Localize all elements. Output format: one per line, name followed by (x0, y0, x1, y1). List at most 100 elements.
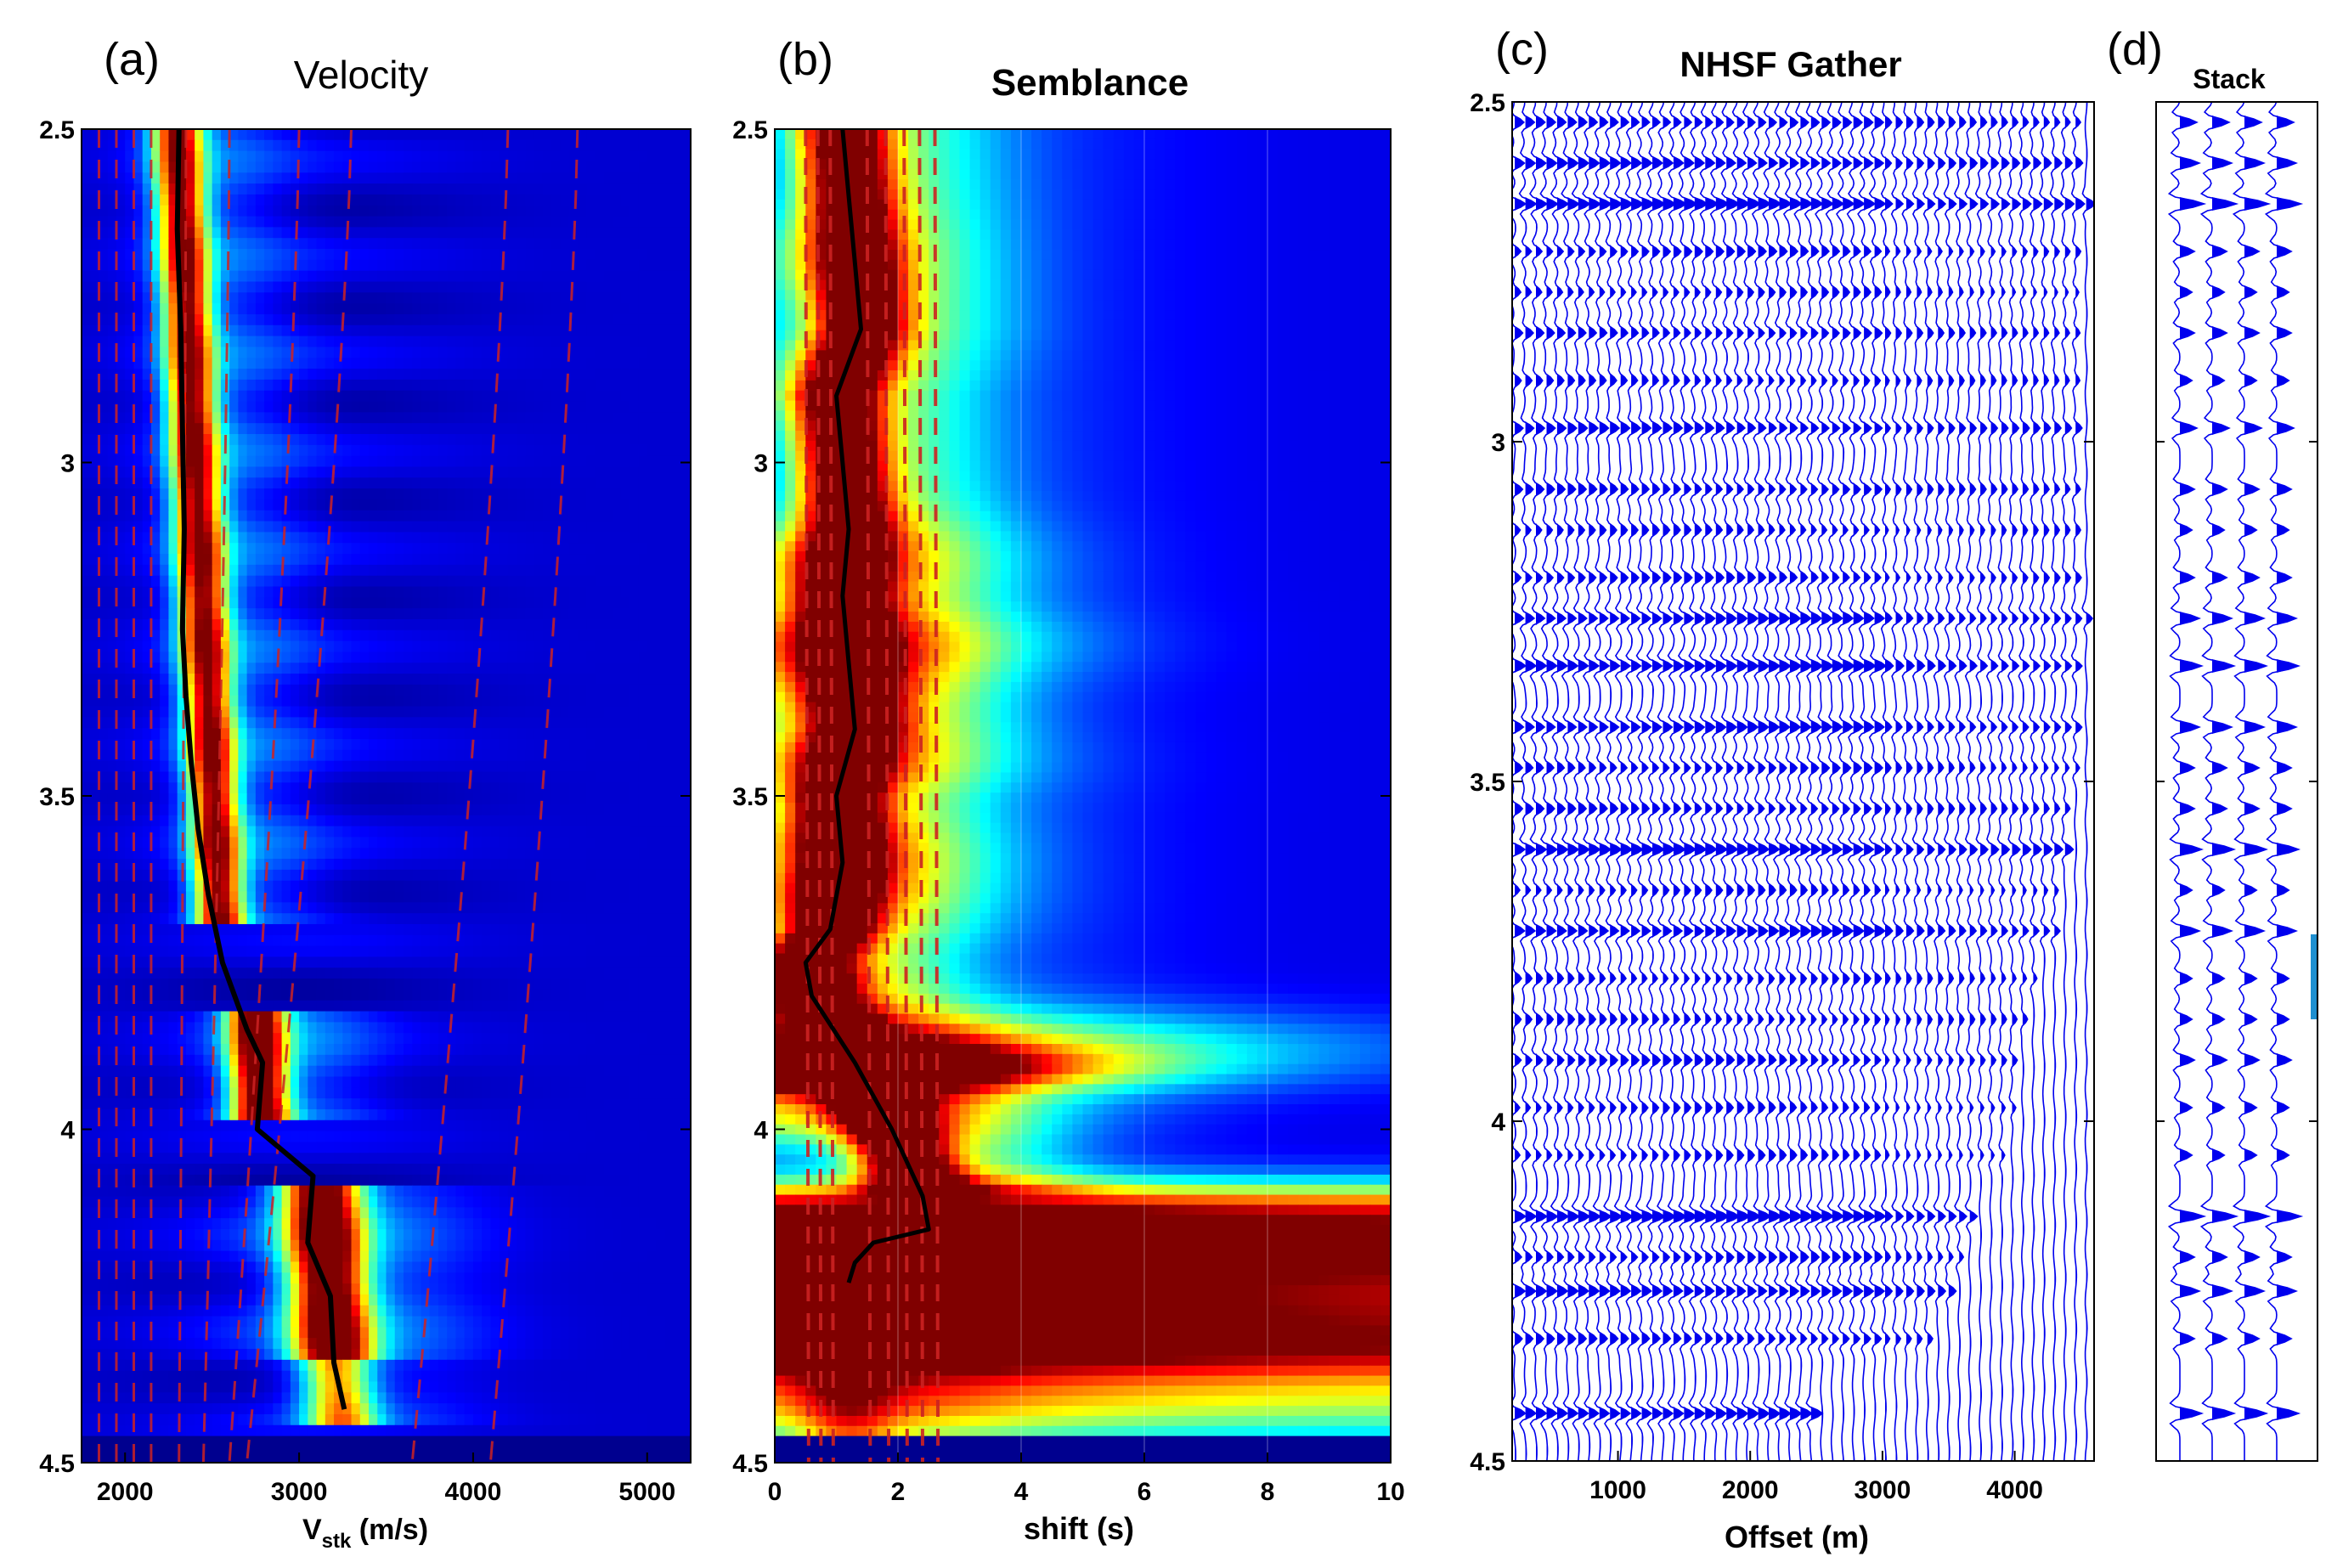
velocity-cell (577, 205, 587, 217)
velocity-cell (386, 891, 396, 903)
velocity-cell (238, 336, 248, 348)
velocity-cell (482, 575, 492, 588)
velocity-cell (664, 793, 675, 805)
velocity-cell (429, 303, 439, 315)
velocity-cell (325, 369, 335, 381)
velocity-cell (664, 488, 675, 500)
velocity-cell (195, 281, 204, 293)
velocity-cell (386, 651, 396, 663)
velocity-cell (107, 521, 117, 533)
velocity-cell (290, 412, 300, 424)
velocity-cell (438, 401, 448, 413)
velocity-cell (534, 129, 544, 141)
velocity-cell (246, 651, 257, 663)
velocity-cell (455, 499, 466, 511)
velocity-cell (429, 815, 439, 827)
velocity-cell (255, 412, 265, 424)
velocity-cell (369, 477, 378, 489)
velocity-cell (421, 695, 431, 708)
velocity-cell (517, 543, 526, 555)
velocity-cell (168, 313, 178, 326)
velocity-cell (325, 663, 335, 674)
velocity-cell (212, 259, 222, 272)
velocity-cell (517, 172, 526, 184)
velocity-cell (212, 575, 222, 588)
velocity-cell (212, 880, 222, 893)
velocity-cell (150, 815, 161, 827)
velocity-cell (638, 815, 648, 827)
velocity-cell (482, 706, 492, 718)
velocity-cell (560, 586, 570, 598)
velocity-cell (290, 379, 300, 392)
velocity-cell (308, 139, 318, 152)
velocity-cell (429, 618, 439, 631)
velocity-cell (369, 749, 378, 762)
velocity-cell (342, 336, 353, 348)
velocity-cell (212, 793, 222, 805)
velocity-cell (255, 434, 265, 446)
velocity-cell (107, 488, 117, 500)
velocity-cell (542, 760, 552, 773)
velocity-cell (238, 640, 248, 653)
velocity-cell (499, 891, 509, 903)
velocity-cell (369, 564, 378, 577)
velocity-cell (525, 760, 535, 773)
velocity-cell (595, 608, 605, 620)
velocity-cell (499, 499, 509, 511)
velocity-cell (560, 401, 570, 413)
velocity-cell (629, 194, 640, 206)
velocity-cell (517, 303, 526, 315)
velocity-cell (342, 521, 353, 533)
velocity-cell (517, 695, 526, 708)
velocity-cell (525, 543, 535, 555)
velocity-cell (394, 629, 404, 642)
velocity-cell (551, 793, 561, 805)
velocity-cell (359, 717, 370, 729)
velocity-cell (369, 139, 378, 152)
velocity-cell (603, 521, 613, 533)
velocity-cell (116, 859, 126, 871)
velocity-cell (334, 739, 343, 751)
velocity-cell (673, 880, 683, 893)
velocity-cell (525, 749, 535, 762)
velocity-cell (133, 281, 144, 293)
velocity-cell (160, 618, 170, 631)
velocity-cell (551, 444, 561, 457)
velocity-cell (185, 554, 195, 566)
velocity-cell (142, 466, 152, 478)
velocity-cell (542, 739, 552, 751)
velocity-cell (664, 848, 675, 860)
velocity-cell (482, 401, 492, 413)
velocity-cell (490, 869, 500, 882)
velocity-cell (160, 444, 170, 457)
velocity-cell (369, 848, 378, 860)
velocity-cell (316, 292, 326, 304)
velocity-cell (203, 358, 213, 369)
velocity-cell (507, 313, 517, 326)
panel-label-a: (a) (104, 34, 160, 85)
velocity-cell (125, 194, 135, 206)
velocity-cell (290, 423, 300, 435)
velocity-cell (316, 401, 326, 413)
velocity-cell (412, 706, 422, 718)
velocity-cell (359, 618, 370, 631)
velocity-cell (212, 139, 222, 152)
velocity-cell (290, 782, 300, 794)
velocity-cell (560, 597, 570, 609)
velocity-cell (394, 129, 404, 141)
velocity-cell (195, 150, 204, 163)
velocity-cell (646, 390, 657, 403)
velocity-cell (482, 640, 492, 653)
velocity-cell (490, 826, 500, 838)
velocity-cell (116, 390, 126, 403)
velocity-cell (664, 640, 675, 653)
velocity-cell (99, 891, 109, 903)
velocity-cell (429, 499, 439, 511)
velocity-cell (586, 313, 596, 326)
velocity-cell (351, 663, 361, 674)
velocity-cell (359, 336, 370, 348)
velocity-cell (681, 695, 691, 708)
velocity-cell (629, 466, 640, 478)
velocity-cell (629, 444, 640, 457)
velocity-cell (142, 347, 152, 358)
